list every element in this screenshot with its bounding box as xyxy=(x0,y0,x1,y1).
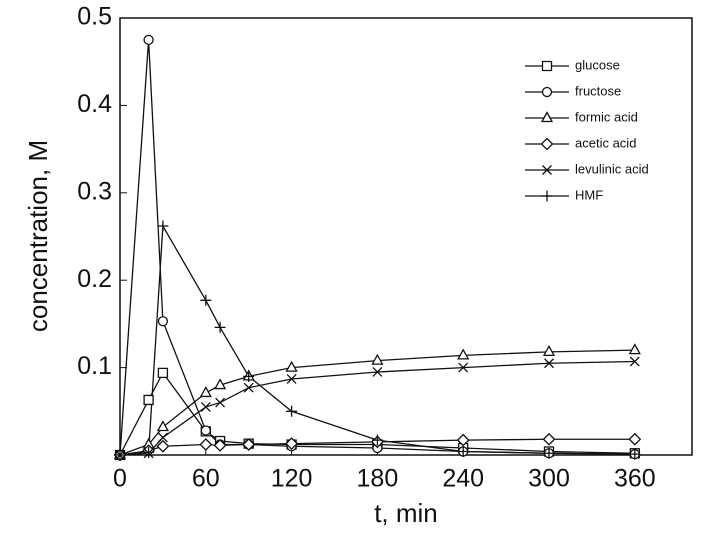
y-axis-title: concentration, M xyxy=(23,140,53,332)
marker xyxy=(156,420,170,432)
marker xyxy=(242,438,256,451)
marker xyxy=(457,446,469,458)
marker xyxy=(200,425,211,436)
legend-label: fructose xyxy=(575,83,621,98)
legend-label: HMF xyxy=(575,187,603,202)
y-tick-label: 0.5 xyxy=(77,3,112,31)
y-tick-label: 0.3 xyxy=(77,177,112,205)
y-tick-label: 0.4 xyxy=(77,90,112,118)
marker xyxy=(458,362,469,373)
marker xyxy=(286,405,298,417)
marker xyxy=(285,360,298,372)
marker xyxy=(543,447,555,459)
legend-label: acetic acid xyxy=(575,135,636,150)
x-tick-label: 300 xyxy=(528,465,570,493)
marker xyxy=(243,370,255,382)
marker xyxy=(143,394,154,406)
marker xyxy=(372,367,383,377)
marker xyxy=(544,358,554,369)
marker xyxy=(628,343,641,355)
x-tick-label: 360 xyxy=(614,465,656,493)
y-tick-label: 0.1 xyxy=(77,352,112,380)
marker xyxy=(540,137,554,151)
marker xyxy=(114,449,126,461)
marker xyxy=(457,348,470,360)
marker xyxy=(285,437,299,451)
marker xyxy=(456,433,470,447)
marker xyxy=(200,294,212,306)
marker xyxy=(143,34,154,45)
marker xyxy=(542,165,552,175)
marker xyxy=(213,438,227,452)
x-tick-label: 240 xyxy=(442,465,484,493)
marker xyxy=(215,397,226,408)
marker xyxy=(541,60,553,72)
marker xyxy=(200,401,211,412)
marker xyxy=(157,367,169,378)
marker xyxy=(157,432,168,443)
marker xyxy=(540,111,554,123)
marker xyxy=(243,382,254,393)
marker xyxy=(542,432,556,446)
marker xyxy=(628,432,642,446)
marker xyxy=(156,439,170,453)
legend-label: levulinic acid xyxy=(575,161,649,176)
marker xyxy=(629,356,640,367)
legend-label: glucose xyxy=(575,57,620,72)
marker xyxy=(541,190,553,202)
marker xyxy=(199,438,213,451)
x-axis-title: t, min xyxy=(374,498,438,528)
marker xyxy=(629,448,641,460)
marker xyxy=(214,321,226,333)
x-tick-label: 0 xyxy=(113,465,127,493)
series-line xyxy=(119,39,635,456)
marker xyxy=(157,220,169,232)
marker xyxy=(199,386,212,398)
x-tick-label: 120 xyxy=(271,465,313,493)
marker xyxy=(371,434,383,446)
marker xyxy=(157,316,169,327)
x-tick-label: 180 xyxy=(357,465,399,493)
marker xyxy=(213,378,227,390)
marker xyxy=(541,86,553,98)
marker xyxy=(286,374,297,384)
legend-label: formic acid xyxy=(575,109,638,124)
marker xyxy=(371,353,384,365)
marker xyxy=(143,446,155,458)
x-tick-label: 60 xyxy=(192,465,220,493)
marker xyxy=(542,345,556,357)
y-tick-label: 0.2 xyxy=(77,265,112,293)
plot-frame xyxy=(119,17,693,456)
